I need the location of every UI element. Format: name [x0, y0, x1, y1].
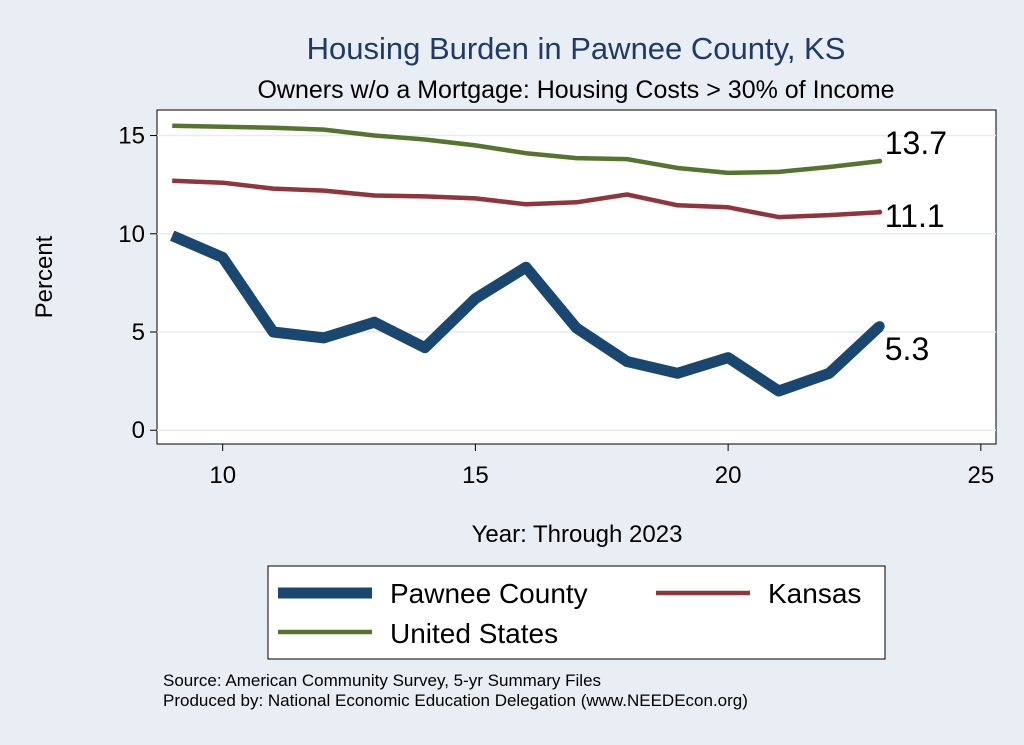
legend: Pawnee County Kansas United States	[278, 578, 861, 649]
end-labels: 13.7 11.1 5.3	[885, 125, 947, 367]
series-lines	[170, 123, 885, 397]
y-tick-label: 5	[132, 319, 145, 346]
end-label-pawnee-county: 5.3	[885, 331, 929, 367]
series-line-kansas	[172, 178, 880, 220]
end-label-united-states: 13.7	[885, 125, 947, 161]
chart-subtitle: Owners w/o a Mortgage: Housing Costs > 3…	[257, 76, 894, 104]
x-tick-label: 15	[462, 462, 489, 489]
y-axis: 0 5 10 15	[118, 123, 157, 444]
legend-label-pawnee-county: Pawnee County	[390, 578, 588, 609]
legend-label-kansas: Kansas	[768, 578, 861, 609]
source-line-2: Produced by: National Economic Education…	[163, 691, 748, 710]
y-tick-label: 0	[132, 417, 145, 444]
y-axis-title: Percent	[31, 235, 58, 318]
legend-label-united-states: United States	[390, 618, 558, 649]
series-line-pawnee-county	[170, 230, 884, 397]
x-tick-label: 25	[967, 462, 994, 489]
x-tick-label: 10	[209, 462, 236, 489]
chart-title: Housing Burden in Pawnee County, KS	[307, 31, 846, 66]
x-tick-label: 20	[715, 462, 742, 489]
end-label-kansas: 11.1	[885, 198, 945, 234]
y-tick-label: 15	[118, 123, 145, 150]
y-tick-label: 10	[118, 221, 145, 248]
series-line-united-states	[172, 123, 881, 176]
source-line-1: Source: American Community Survey, 5-yr …	[163, 671, 601, 690]
end-point-pawnee-county	[874, 321, 885, 332]
x-axis: 10 15 20 25	[157, 443, 996, 489]
x-axis-title: Year: Through 2023	[472, 521, 683, 548]
end-point-united-states	[877, 158, 883, 164]
legend-box	[267, 565, 886, 660]
end-point-kansas	[877, 209, 883, 215]
